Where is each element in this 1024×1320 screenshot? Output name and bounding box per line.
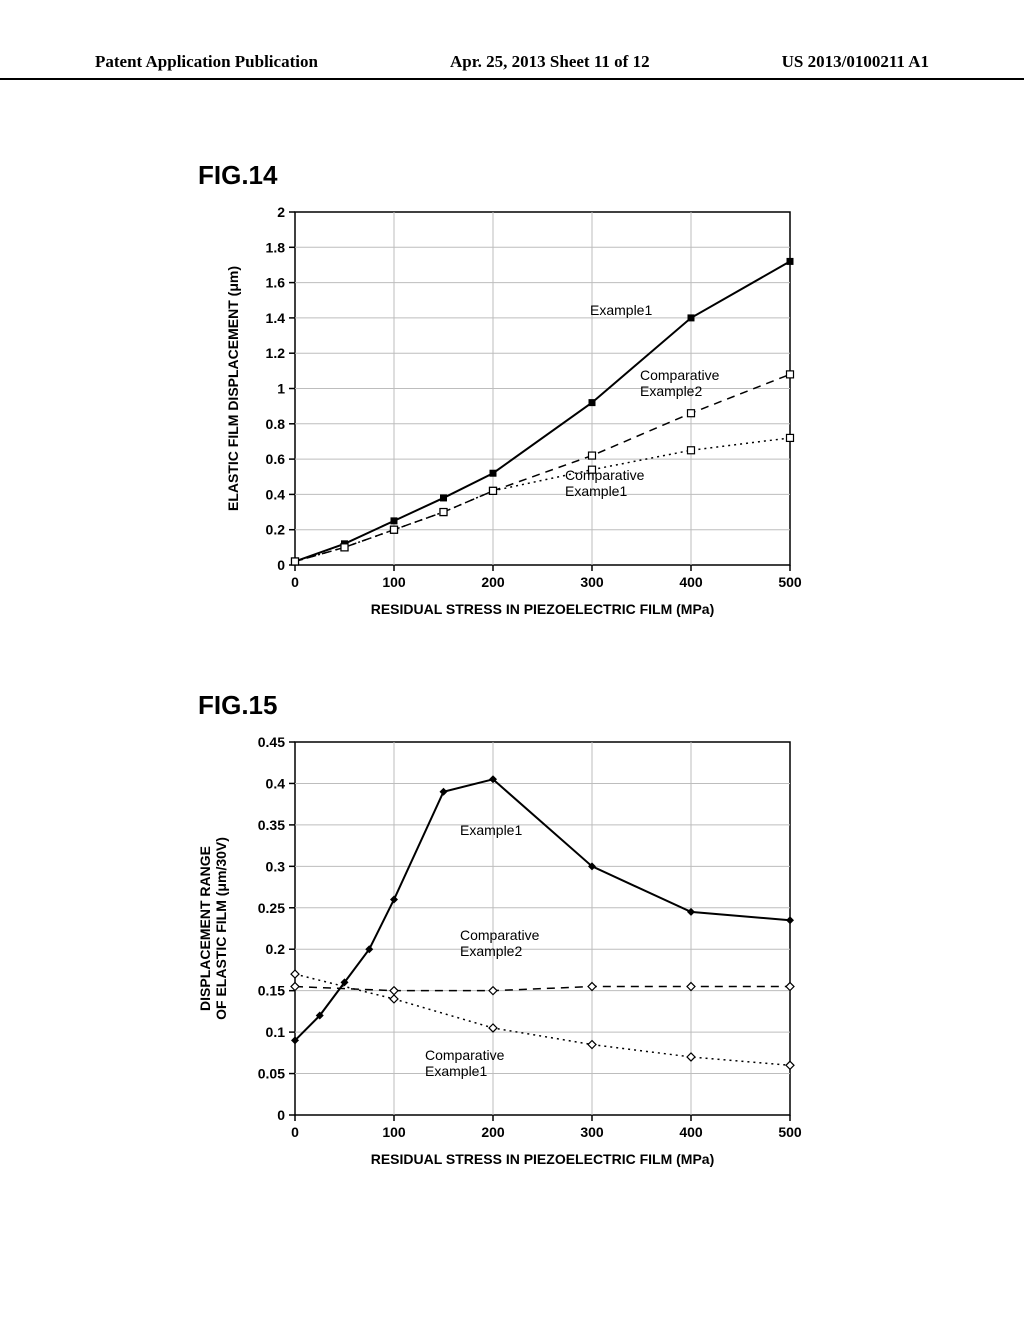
svg-text:OF ELASTIC FILM (μm/30V): OF ELASTIC FILM (μm/30V) [213,837,229,1020]
svg-text:300: 300 [580,574,604,590]
svg-text:Example1: Example1 [590,302,652,318]
svg-text:DISPLACEMENT RANGE: DISPLACEMENT RANGE [200,846,213,1011]
svg-text:Comparative: Comparative [640,367,720,383]
svg-text:500: 500 [778,574,802,590]
svg-text:400: 400 [679,1124,703,1140]
fig15-chart: 0 100 200 300 400 500 0 0.05 0.1 0.15 0.2 0.25 0.3 0.… [200,730,810,1170]
svg-text:0.25: 0.25 [258,900,285,916]
svg-text:Example1: Example1 [460,822,522,838]
svg-text:1.2: 1.2 [266,345,286,361]
svg-text:0.4: 0.4 [266,486,286,502]
svg-text:0.2: 0.2 [266,941,286,957]
svg-text:ELASTIC FILM DISPLACEMENT (μm): ELASTIC FILM DISPLACEMENT (μm) [225,266,241,511]
svg-text:Example2: Example2 [640,383,702,399]
svg-text:300: 300 [580,1124,604,1140]
fig14-label: FIG.14 [198,160,277,191]
svg-text:100: 100 [382,574,406,590]
svg-text:Example2: Example2 [460,943,522,959]
svg-text:0.2: 0.2 [266,522,286,538]
svg-text:0: 0 [277,1107,285,1123]
svg-text:500: 500 [778,1124,802,1140]
svg-text:0.45: 0.45 [258,734,285,750]
fig14-svg: 0 100 200 300 400 500 0 0.2 0.4 0.6 0.8 1 1.2 1.4 1.6 1… [220,200,810,620]
page-header: Patent Application Publication Apr. 25, … [0,52,1024,80]
svg-text:1.6: 1.6 [266,275,286,291]
svg-text:1.8: 1.8 [266,239,286,255]
svg-text:Example1: Example1 [565,483,627,499]
svg-text:2: 2 [277,204,285,220]
svg-text:0.8: 0.8 [266,416,286,432]
svg-text:200: 200 [481,1124,505,1140]
header-center: Apr. 25, 2013 Sheet 11 of 12 [450,52,650,72]
svg-text:0.3: 0.3 [266,858,286,874]
svg-text:Comparative: Comparative [460,927,540,943]
svg-text:100: 100 [382,1124,406,1140]
svg-text:0: 0 [291,574,299,590]
svg-text:Comparative: Comparative [565,467,645,483]
svg-text:0: 0 [291,1124,299,1140]
svg-text:0.6: 0.6 [266,451,286,467]
svg-text:Example1: Example1 [425,1063,487,1079]
svg-text:0.15: 0.15 [258,983,285,999]
svg-text:1.4: 1.4 [266,310,286,326]
svg-text:0.1: 0.1 [266,1024,286,1040]
fig14-chart: 0 100 200 300 400 500 0 0.2 0.4 0.6 0.8 1 1.2 1.4 1.6 1… [220,200,810,620]
svg-text:0.05: 0.05 [258,1066,285,1082]
header-left: Patent Application Publication [95,52,318,72]
svg-text:0.4: 0.4 [266,775,286,791]
svg-text:RESIDUAL STRESS IN PIEZOELECTR: RESIDUAL STRESS IN PIEZOELECTRIC FILM (M… [371,601,715,617]
svg-text:0.35: 0.35 [258,817,285,833]
svg-text:1: 1 [277,381,285,397]
svg-text:200: 200 [481,574,505,590]
svg-text:0: 0 [277,557,285,573]
svg-text:400: 400 [679,574,703,590]
svg-text:Comparative: Comparative [425,1047,505,1063]
fig15-label: FIG.15 [198,690,277,721]
header-right: US 2013/0100211 A1 [782,52,929,72]
svg-text:RESIDUAL STRESS IN PIEZOELECTR: RESIDUAL STRESS IN PIEZOELECTRIC FILM (M… [371,1151,715,1167]
fig15-svg: 0 100 200 300 400 500 0 0.05 0.1 0.15 0.2 0.25 0.3 0.… [200,730,810,1170]
